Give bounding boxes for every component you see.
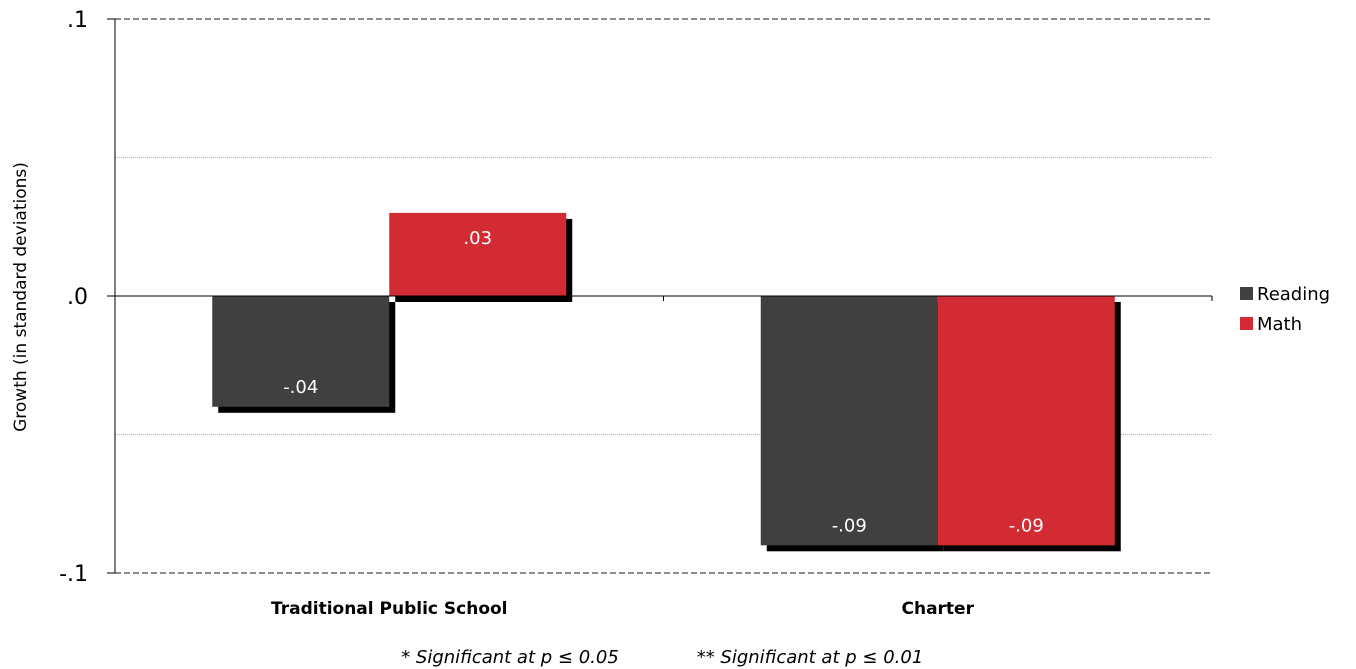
y-tick-label-1: .0 xyxy=(67,285,88,310)
data-label-reading-0: -.04 xyxy=(283,377,318,398)
legend-label-reading: Reading xyxy=(1257,284,1330,305)
data-label-reading-1: -.09 xyxy=(832,515,867,536)
category-label-1: Charter xyxy=(902,599,975,619)
legend-label-math: Math xyxy=(1257,314,1302,335)
data-label-math-1: -.09 xyxy=(1009,515,1044,536)
axes xyxy=(107,18,1213,574)
bar-math-0 xyxy=(389,212,567,296)
bar-reading-0 xyxy=(212,296,390,407)
bar-reading-1 xyxy=(760,296,938,546)
y-tick-label-2: -.1 xyxy=(59,562,88,587)
bar-math-1 xyxy=(937,296,1115,546)
category-label-0: Traditional Public School xyxy=(271,599,508,619)
significance-note-01: ** Significant at p ≤ 0.01 xyxy=(697,647,924,668)
significance-note-05: * Significant at p ≤ 0.05 xyxy=(401,647,619,668)
legend: Reading Math xyxy=(1240,284,1330,335)
bars xyxy=(212,212,1121,552)
legend-swatch-reading xyxy=(1240,287,1253,300)
y-axis-title: Growth (in standard deviations) xyxy=(11,162,31,432)
legend-swatch-math xyxy=(1240,317,1253,330)
y-tick-label-0: .1 xyxy=(67,8,88,33)
data-label-math-0: .03 xyxy=(463,228,492,249)
labels: -.04 .03 Traditional Public School -.09 -.09… xyxy=(59,8,1044,619)
